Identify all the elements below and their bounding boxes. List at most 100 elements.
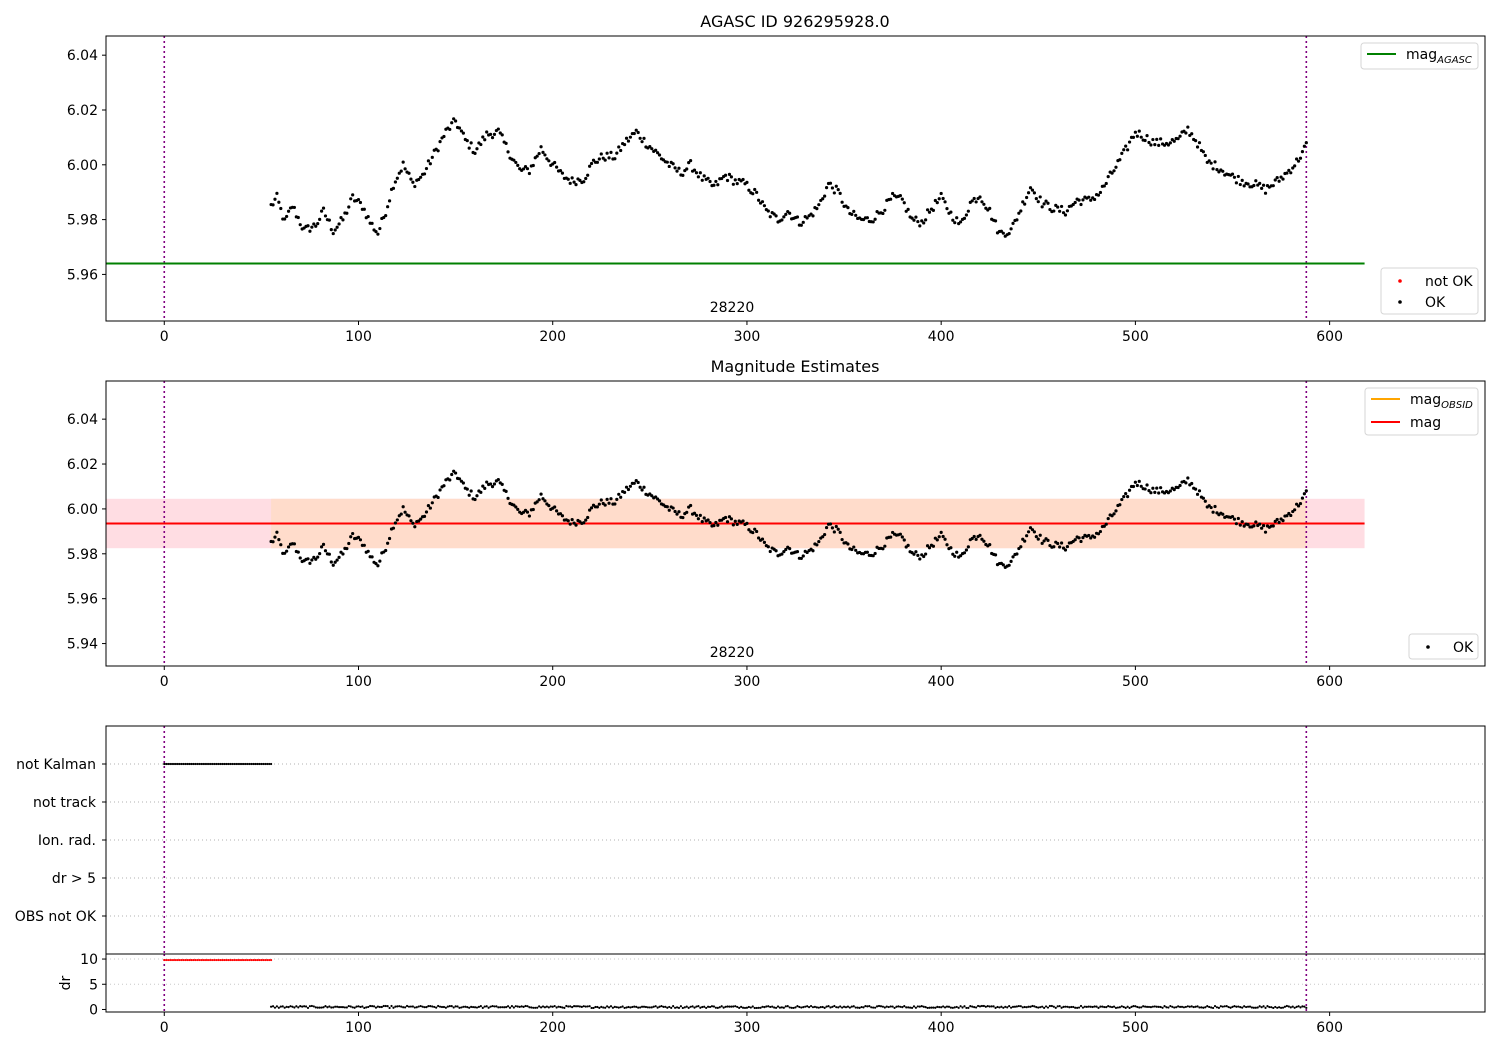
dr-point bbox=[510, 1005, 514, 1008]
dr-point bbox=[615, 1006, 618, 1009]
data-point-ok bbox=[850, 212, 854, 216]
data-point-ok bbox=[378, 226, 382, 231]
data-point-ok bbox=[485, 480, 489, 484]
data-point-ok bbox=[1271, 524, 1275, 528]
flag-point bbox=[194, 762, 197, 766]
flag-point bbox=[235, 762, 238, 766]
dr-point bbox=[986, 1005, 989, 1008]
dr-point bbox=[271, 1005, 275, 1008]
dr-point bbox=[588, 1005, 591, 1008]
data-point-ok bbox=[535, 154, 539, 158]
flag-point bbox=[236, 762, 240, 766]
data-point-ok bbox=[840, 537, 844, 542]
data-point-ok bbox=[762, 204, 767, 208]
legend-label-mag-obsid: magOBSID bbox=[1410, 392, 1473, 411]
data-point-ok bbox=[492, 482, 497, 486]
data-point-ok bbox=[1118, 158, 1122, 162]
data-point-ok bbox=[665, 160, 669, 164]
plot-area bbox=[106, 36, 1485, 321]
data-point-ok bbox=[1017, 211, 1021, 215]
data-point-ok bbox=[712, 524, 716, 528]
data-point-ok bbox=[1296, 159, 1301, 163]
data-point-ok bbox=[949, 210, 953, 214]
y-tick-label: 6.04 bbox=[67, 412, 98, 428]
dr-point bbox=[460, 1006, 463, 1009]
data-point-ok bbox=[1275, 517, 1279, 522]
flag-point bbox=[167, 762, 170, 766]
dr-point bbox=[778, 1006, 782, 1009]
data-point-ok bbox=[570, 176, 574, 180]
dr-point bbox=[798, 1005, 801, 1009]
data-point-ok bbox=[962, 216, 967, 220]
dr-point bbox=[450, 1005, 453, 1008]
dr-point bbox=[673, 1006, 677, 1009]
data-point-ok bbox=[1052, 545, 1056, 549]
dr-point bbox=[1248, 1005, 1252, 1008]
dr-point bbox=[701, 1005, 704, 1009]
data-point-ok bbox=[1122, 148, 1126, 152]
data-point-ok bbox=[578, 178, 582, 182]
data-point-ok bbox=[279, 206, 283, 211]
data-point-ok bbox=[500, 133, 504, 137]
dr-point bbox=[343, 1006, 346, 1009]
plot-frame bbox=[105, 380, 1486, 667]
dr-point bbox=[1029, 1005, 1032, 1008]
data-point-ok bbox=[815, 207, 819, 211]
data-point-ok bbox=[939, 530, 943, 534]
data-point-ok bbox=[395, 518, 399, 522]
data-point-ok bbox=[504, 489, 508, 493]
data-point-ok bbox=[1285, 514, 1289, 518]
dr-point bbox=[724, 1005, 727, 1008]
data-point-ok bbox=[766, 209, 770, 213]
y-axis-ticks: 5.96 5.98 6.00 6.02 6.04 bbox=[67, 48, 106, 283]
data-point-ok bbox=[393, 180, 397, 184]
x-tick-label: 200 bbox=[539, 1020, 566, 1036]
data-point-ok bbox=[955, 550, 959, 554]
flag-point bbox=[248, 762, 251, 766]
data-point-ok bbox=[1281, 518, 1285, 523]
data-point-ok bbox=[1184, 481, 1188, 485]
dr-point bbox=[969, 1005, 972, 1008]
dr-point bbox=[555, 1006, 558, 1009]
legend-label-ok: OK bbox=[1453, 640, 1474, 656]
data-point-ok bbox=[473, 151, 477, 155]
data-point-ok bbox=[937, 535, 941, 539]
data-point-ok bbox=[399, 169, 403, 173]
dr-point bbox=[260, 958, 263, 962]
data-point-ok bbox=[374, 562, 378, 566]
data-point-ok bbox=[387, 536, 392, 541]
data-point-ok bbox=[308, 229, 312, 233]
y-tick-label: 5 bbox=[89, 977, 98, 993]
dr-point bbox=[662, 1005, 665, 1008]
data-point-ok bbox=[584, 176, 588, 181]
data-point-ok bbox=[780, 218, 784, 222]
dr-point bbox=[370, 1005, 374, 1008]
dr-point bbox=[1072, 1005, 1075, 1009]
dr-point bbox=[806, 1005, 809, 1008]
dr-point bbox=[468, 1006, 471, 1009]
data-point-ok bbox=[1285, 171, 1289, 175]
dr-point bbox=[1076, 1006, 1079, 1009]
dr-point bbox=[594, 1005, 597, 1009]
data-point-ok bbox=[756, 198, 761, 202]
data-point-ok bbox=[1263, 191, 1268, 195]
data-point-ok bbox=[823, 532, 827, 537]
data-point-ok bbox=[1240, 520, 1244, 524]
data-point-ok bbox=[1260, 526, 1264, 530]
data-point-ok bbox=[918, 224, 922, 228]
data-point-ok bbox=[1096, 532, 1101, 536]
dr-point bbox=[1095, 1005, 1098, 1008]
data-point-ok bbox=[966, 209, 970, 213]
data-point-ok bbox=[490, 135, 495, 140]
dr-point bbox=[551, 1005, 554, 1008]
dr-point bbox=[1107, 1005, 1110, 1008]
data-point-ok bbox=[622, 142, 627, 147]
dr-point bbox=[870, 1006, 873, 1009]
x-tick-label: 300 bbox=[734, 1020, 761, 1036]
dr-point bbox=[994, 1006, 997, 1009]
dr-point bbox=[792, 1006, 795, 1010]
dr-point bbox=[553, 1004, 556, 1008]
data-point-ok bbox=[1135, 134, 1139, 138]
obsid-annotation: 28220 bbox=[710, 300, 755, 316]
dr-point bbox=[1171, 1005, 1174, 1008]
